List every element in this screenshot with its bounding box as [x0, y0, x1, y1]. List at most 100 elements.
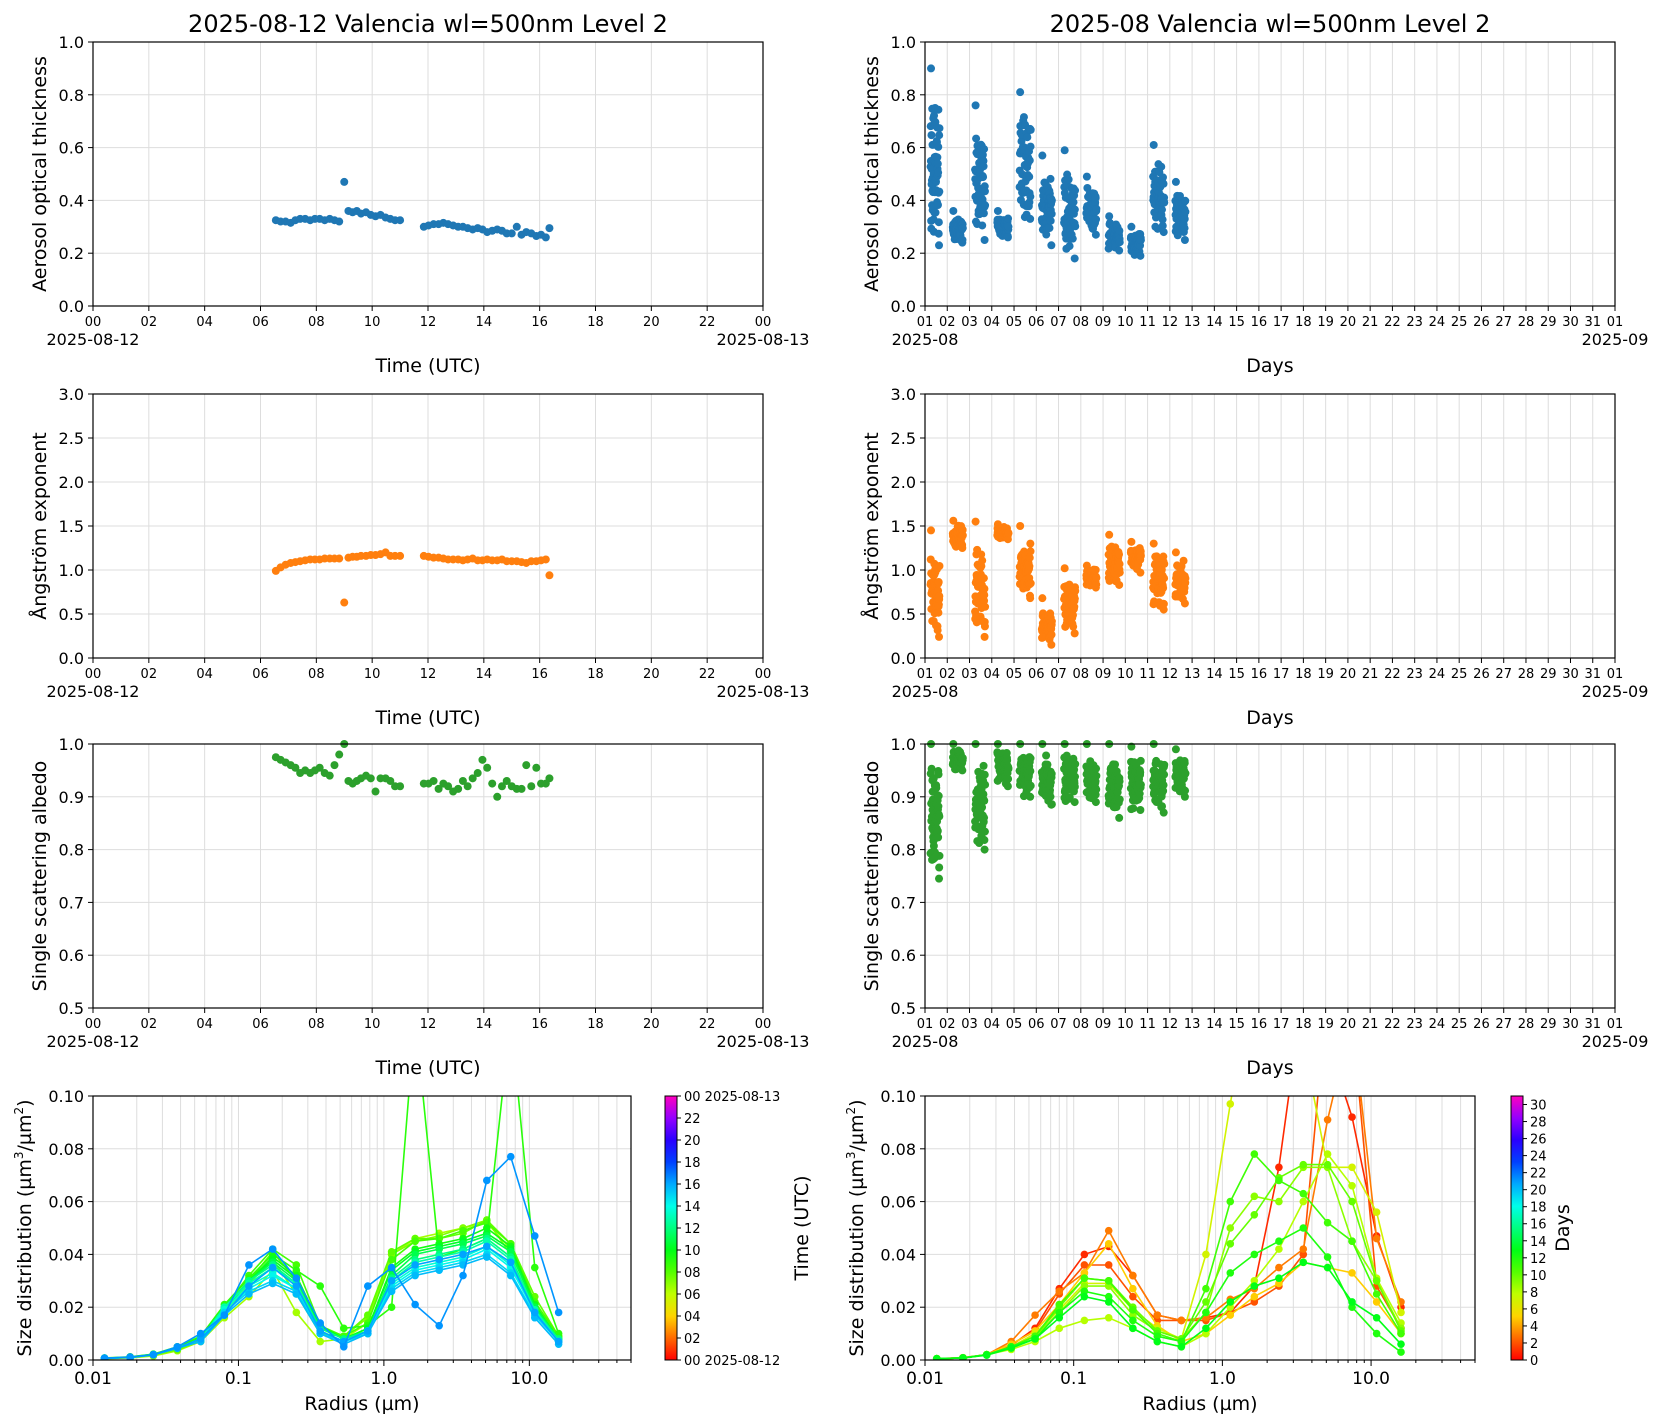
data-point: [1047, 640, 1056, 649]
data-point: [335, 750, 344, 759]
data-point: [1042, 751, 1051, 760]
series-point: [1250, 1192, 1259, 1201]
data-point: [429, 776, 438, 785]
data-point: [1004, 764, 1013, 773]
series-point: [1323, 1115, 1332, 1124]
plot-frame: [92, 41, 764, 307]
data-point: [1047, 630, 1056, 639]
data-point: [340, 177, 349, 186]
data-point: [325, 771, 334, 780]
x-tick-label: 10.0: [510, 1369, 548, 1389]
data-point: [1136, 756, 1145, 765]
series-point: [1202, 1324, 1210, 1333]
series-point: [1104, 1277, 1113, 1285]
x-tick-label: 0.1: [1060, 1369, 1087, 1389]
x-tick-label: 07: [1050, 315, 1067, 330]
data-point: [978, 556, 987, 565]
series-line: [936, 1226, 1402, 1360]
series-line: [936, 1096, 1402, 1360]
colorbar-label: Time (UTC): [791, 1175, 813, 1281]
y-tick-label: 1.0: [891, 561, 916, 580]
colorbar-tick-label: 22: [684, 1112, 701, 1127]
x-tick-label: 01: [917, 315, 934, 330]
data-point: [1025, 553, 1034, 562]
series-point: [1104, 1261, 1113, 1269]
series-point: [387, 1277, 396, 1285]
x-tick-label: 02: [939, 1017, 956, 1032]
data-point: [933, 153, 942, 162]
data-point: [1003, 782, 1012, 791]
x-tick-label: 26: [1473, 667, 1490, 682]
series-point: [1299, 1189, 1308, 1198]
x-tick-label: 12: [420, 667, 437, 682]
data-point: [1171, 177, 1180, 186]
series-point: [1348, 1197, 1356, 1206]
data-point: [340, 598, 349, 607]
series-point: [1031, 1311, 1039, 1319]
data-point: [1047, 800, 1056, 809]
colorbar-tick-label: 12: [1530, 1252, 1547, 1267]
data-point: [1069, 198, 1078, 207]
x-tick-label: 25: [1451, 1017, 1468, 1032]
series-point: [292, 1274, 301, 1282]
data-point: [1026, 214, 1035, 223]
y-tick-label: 2.0: [891, 473, 916, 492]
data-point: [980, 145, 989, 154]
y-axis-label-part: ): [846, 1099, 868, 1106]
x-tick-label: 21: [1362, 315, 1379, 330]
data-point: [980, 596, 989, 605]
series-point: [292, 1290, 301, 1298]
x-tick-label: 12: [1162, 315, 1179, 330]
data-point: [949, 206, 958, 215]
data-point: [1016, 88, 1025, 97]
x-tick-label: 06: [1028, 667, 1045, 682]
data-point: [980, 827, 989, 836]
series-point: [1348, 1163, 1356, 1172]
data-point: [478, 755, 487, 764]
series-point: [1372, 1329, 1381, 1338]
y-axis-label-part: Size distribution (µm: [846, 1159, 868, 1356]
panel-size_day: 0.01 0.1 1.0 10.0 0.00 0.02 0.04 0.06 0.08 0.10 Ra…: [12, 1087, 632, 1415]
data-point: [1070, 602, 1079, 611]
data-point: [1026, 192, 1035, 201]
data-point: [934, 833, 943, 842]
x-tick-label: 14: [1206, 1017, 1223, 1032]
x-tick-label: 28: [1518, 1017, 1535, 1032]
y-tick-label: 0.4: [59, 191, 84, 210]
y-tick-label: 2.5: [59, 429, 84, 448]
x-tick-label: 10: [364, 667, 381, 682]
data-point: [468, 774, 477, 783]
colorbar-tick-label: 16: [684, 1178, 701, 1193]
series-point: [292, 1308, 301, 1317]
x-tick-label: 06: [252, 315, 269, 330]
x-tick-label: 10.0: [1352, 1369, 1390, 1389]
series-point: [1129, 1324, 1137, 1333]
data-point: [1016, 522, 1025, 530]
series-line: [104, 1245, 560, 1359]
data-point: [1136, 780, 1145, 789]
series-point: [292, 1266, 301, 1275]
colorbar-tick-label: 12: [684, 1222, 701, 1237]
data-point: [933, 826, 942, 835]
series-point: [1250, 1150, 1259, 1158]
series-point: [1080, 1316, 1089, 1325]
series-point: [1153, 1332, 1162, 1341]
x-tick-label: 1.0: [370, 1369, 397, 1389]
series-point: [387, 1263, 396, 1272]
series-line: [104, 1245, 560, 1359]
y-tick-label: 1.0: [59, 735, 84, 754]
series-point: [339, 1324, 348, 1333]
series-point: [149, 1350, 158, 1359]
data-point: [979, 574, 988, 583]
series-point: [245, 1282, 253, 1290]
data-point: [1157, 162, 1166, 171]
data-point: [927, 764, 936, 773]
x-tick-label: 07: [1050, 1017, 1067, 1032]
series-point: [1202, 1250, 1210, 1259]
data-point: [935, 874, 944, 883]
x-tick-label: 01: [1607, 1017, 1624, 1032]
data-point: [386, 776, 395, 785]
data-point: [1071, 222, 1080, 231]
series-point: [126, 1353, 134, 1360]
